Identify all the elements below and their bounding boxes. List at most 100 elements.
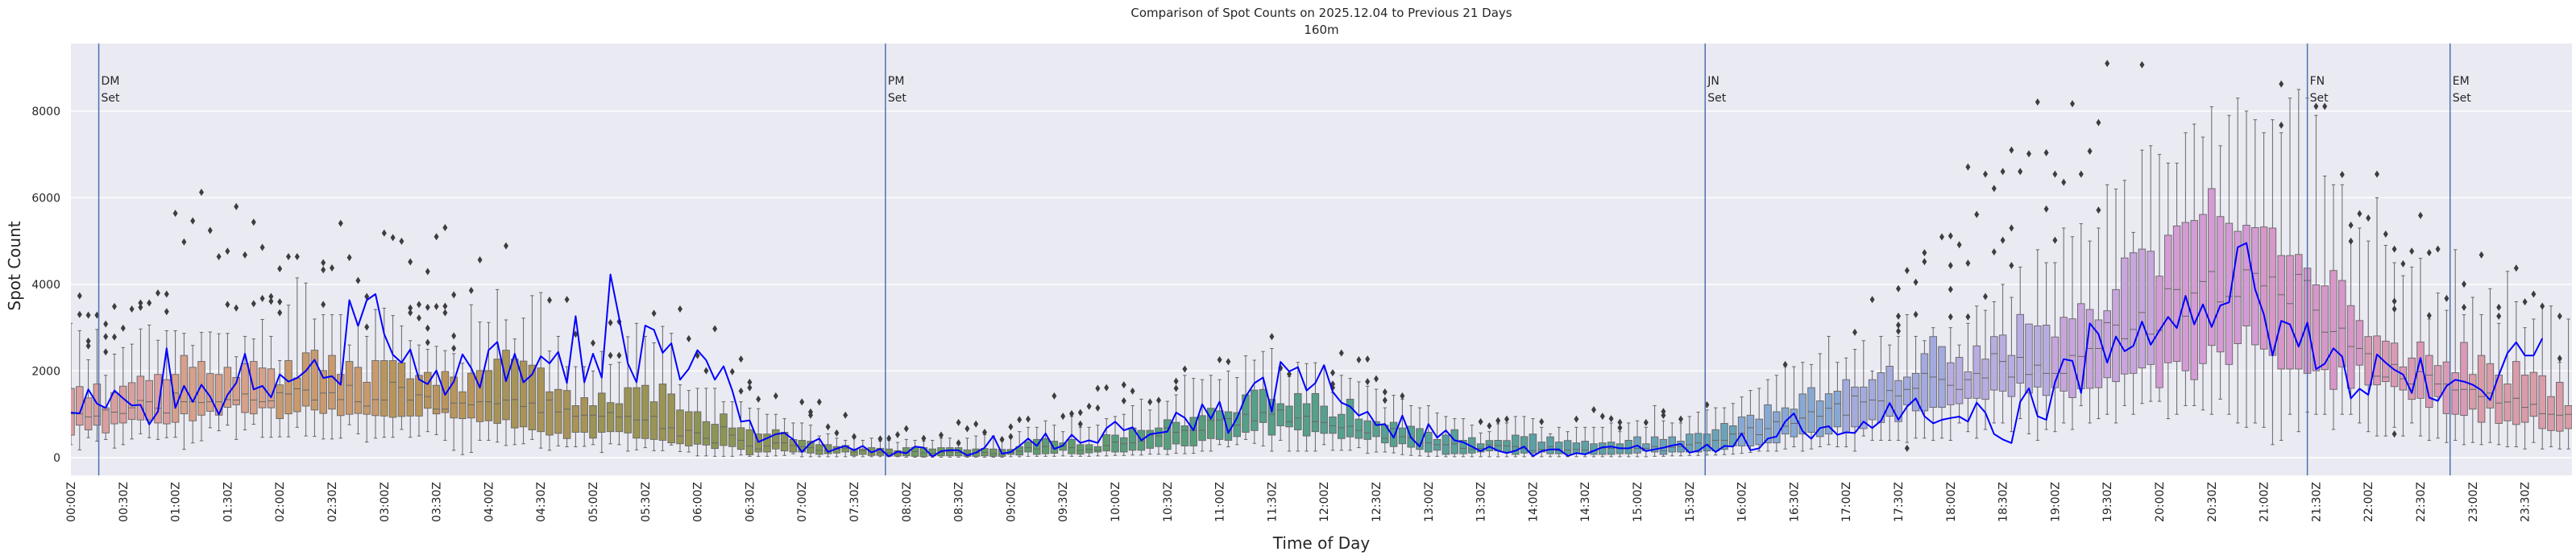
outlier-point [330, 263, 334, 272]
box [1433, 413, 1441, 457]
box-iqr [1354, 418, 1363, 439]
box [571, 366, 580, 448]
x-tick-label: 09:30Z [1057, 482, 1070, 522]
outlier-point [1869, 296, 1875, 304]
box [720, 401, 728, 457]
box-iqr [84, 397, 93, 431]
box [1668, 422, 1676, 457]
outlier-point [399, 237, 404, 245]
outlier-point [2426, 312, 2432, 320]
box [1860, 340, 1868, 437]
x-tick-label: 00:00Z [65, 482, 78, 522]
outlier-point [268, 297, 274, 305]
outlier-point [1922, 258, 1927, 266]
outlier-point [2462, 303, 2466, 311]
box-iqr [1737, 416, 1746, 446]
box-iqr [1947, 362, 1955, 405]
y-tick-labels: 0 2000 4000 6000 8000 [31, 106, 60, 465]
box [615, 362, 624, 446]
box [1033, 426, 1041, 457]
outlier-point [147, 299, 152, 307]
box [1555, 426, 1563, 458]
box-iqr [397, 362, 406, 417]
box-iqr [1546, 436, 1554, 454]
box-iqr [267, 368, 276, 409]
outlier-point [2078, 170, 2084, 178]
box-iqr [1076, 444, 1085, 455]
outlier-point [1338, 349, 1344, 357]
box [2042, 262, 2051, 430]
x-axis-label: Time of Day [1272, 533, 1371, 553]
box [1242, 355, 1250, 440]
box-iqr [2172, 225, 2181, 363]
outlier-point [1678, 415, 1683, 423]
box [2364, 240, 2372, 433]
outlier-point [2043, 148, 2049, 156]
x-tick-label: 05:00Z [587, 482, 600, 522]
outlier-point [2366, 214, 2371, 222]
outlier-point [164, 308, 169, 316]
box-iqr [676, 409, 684, 445]
outlier-point [1904, 267, 1910, 275]
outlier-point [2322, 102, 2328, 110]
box [301, 282, 310, 437]
box-iqr [1512, 434, 1520, 455]
outlier-point [408, 258, 413, 266]
box [180, 333, 189, 450]
box-iqr [1320, 405, 1328, 434]
box [2460, 314, 2468, 446]
outlier-point [756, 395, 761, 403]
box-iqr [1215, 410, 1224, 440]
today-line [70, 242, 2544, 458]
box [1041, 420, 1050, 457]
outlier-point [2026, 150, 2031, 158]
box [345, 344, 354, 425]
outlier-point [442, 302, 448, 310]
box [467, 304, 475, 454]
box-iqr [1372, 421, 1380, 438]
outlier-point [2000, 168, 2006, 176]
x-tick-label: 22:00Z [2362, 482, 2375, 522]
outlier-point [816, 398, 822, 406]
outlier-point [2043, 205, 2049, 213]
y-tick-label: 8000 [31, 106, 60, 118]
box-iqr [1363, 420, 1371, 440]
outlier-point [2096, 118, 2101, 127]
box [2382, 245, 2390, 437]
outlier-point [85, 337, 91, 345]
box [1729, 403, 1737, 455]
box-iqr [1885, 366, 1894, 417]
box [2199, 136, 2207, 411]
box [2295, 89, 2303, 433]
outlier-point [1008, 423, 1014, 431]
outlier-point [1052, 392, 1057, 400]
box [502, 319, 510, 446]
box [2103, 184, 2111, 415]
box [484, 321, 493, 441]
outlier-point [268, 292, 274, 301]
box [2312, 114, 2321, 415]
x-tick-label: 16:00Z [1736, 482, 1749, 522]
outlier-point [1095, 404, 1101, 412]
box [1276, 369, 1284, 441]
box [763, 413, 771, 457]
box-iqr [145, 380, 153, 421]
box-iqr [1294, 392, 1302, 431]
outlier-point [225, 301, 230, 309]
box-iqr [2355, 320, 2364, 366]
outlier-point [216, 253, 222, 261]
outlier-point [321, 301, 326, 309]
box-iqr [763, 433, 771, 453]
outlier-point [2105, 60, 2110, 68]
outlier-point [85, 342, 91, 350]
box [371, 309, 380, 439]
outlier-point [451, 344, 457, 352]
outlier-point [1904, 444, 1910, 452]
outlier-point [2409, 247, 2415, 255]
outlier-point [2139, 60, 2145, 68]
event-label: Set [1707, 92, 1727, 105]
box [1851, 349, 1859, 452]
box-iqr [284, 360, 292, 415]
outlier-point [2061, 178, 2067, 186]
box-iqr [1842, 379, 1850, 433]
